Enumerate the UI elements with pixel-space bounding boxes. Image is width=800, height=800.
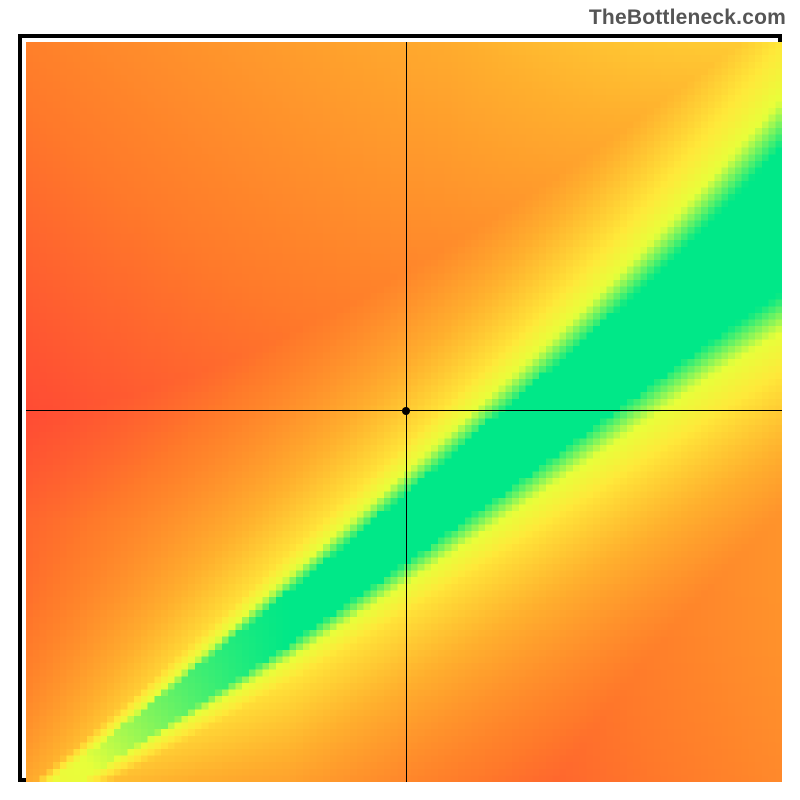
watermark-text: TheBottleneck.com: [589, 6, 786, 30]
marker-dot: [402, 407, 410, 415]
chart-container: TheBottleneck.com: [0, 0, 800, 800]
plot-frame: [18, 34, 782, 782]
